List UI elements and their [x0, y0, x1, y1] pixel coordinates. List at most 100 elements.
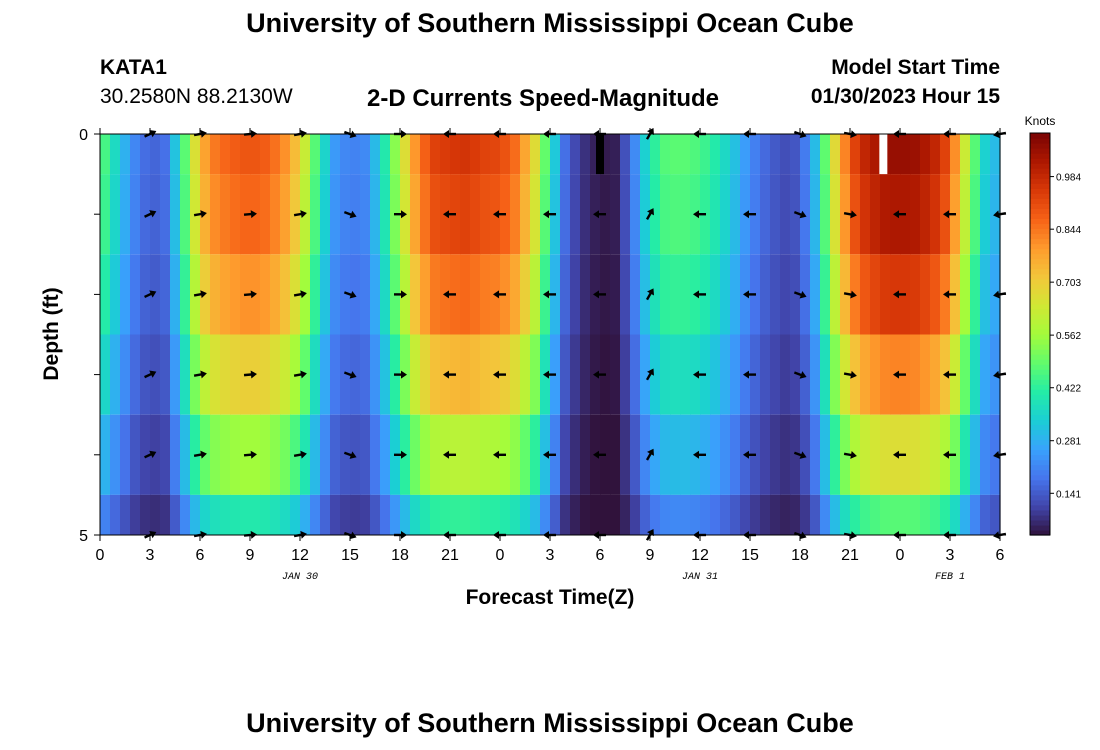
heatmap-cell [720, 174, 731, 255]
colorbar-segment [1030, 253, 1050, 260]
heatmap-cell [110, 134, 121, 175]
x-tick-label: 9 [246, 547, 255, 564]
heatmap-cell [670, 414, 681, 495]
heatmap-cell [770, 414, 781, 495]
heatmap-cell [530, 174, 541, 255]
heatmap-cell [130, 134, 141, 175]
colorbar-segment [1030, 168, 1050, 174]
heatmap-cell [600, 494, 611, 535]
heatmap-cell [670, 334, 681, 415]
x-tick-label: 0 [96, 547, 105, 564]
heatmap-cell [860, 334, 871, 415]
heatmap-cell [130, 254, 141, 335]
colorbar-tick-label: 0.984 [1056, 173, 1081, 184]
heatmap-cell [510, 494, 521, 535]
date-label: JAN 30 [282, 572, 318, 583]
current-vector [693, 290, 706, 299]
colorbar-segment [1030, 238, 1050, 245]
heatmap-cell [830, 334, 841, 415]
x-axis-label: Forecast Time(Z) [466, 586, 635, 609]
heatmap-cell [890, 134, 901, 175]
colorbar-segment [1030, 228, 1050, 235]
heatmap-cell [980, 414, 991, 495]
current-vector [893, 450, 906, 459]
colorbar-segment [1030, 389, 1050, 395]
heatmap-cell [310, 494, 321, 535]
heatmap-cell [960, 334, 971, 415]
heatmap-cell [530, 134, 541, 175]
current-vector [293, 210, 307, 218]
heatmap-cells [100, 134, 1001, 535]
heatmap-cell [470, 334, 481, 415]
colorbar-segment [1030, 449, 1050, 456]
current-vector [893, 370, 906, 379]
heatmap-cell [920, 414, 931, 495]
colorbar-segment [1030, 258, 1050, 265]
heatmap-cell [910, 134, 921, 175]
colorbar-segment [1030, 404, 1050, 410]
heatmap-cell [870, 494, 881, 535]
heatmap-cell [180, 254, 191, 335]
heatmap-cell [390, 134, 401, 175]
current-vector [793, 290, 807, 299]
current-vector [543, 370, 556, 379]
colorbar-segment [1030, 399, 1050, 405]
heatmap-cell [960, 494, 971, 535]
heatmap-cell [730, 494, 741, 535]
heatmap-cell [560, 494, 571, 535]
current-vector [243, 210, 257, 219]
current-vector [693, 370, 706, 379]
colorbar-segment [1030, 444, 1050, 451]
colorbar-segment [1030, 334, 1050, 340]
current-vector [343, 290, 357, 299]
heatmap-cell [520, 134, 531, 175]
heatmap-cell [310, 334, 321, 415]
heatmap-cell [100, 334, 111, 415]
page-title: University of Southern Mississippi Ocean… [246, 8, 854, 38]
x-tick-label: 6 [996, 547, 1005, 564]
heatmap-cell [290, 134, 301, 175]
heatmap-cell [380, 494, 391, 535]
current-vector [144, 210, 157, 218]
heatmap-cell [740, 134, 751, 175]
current-vector [493, 450, 506, 459]
heatmap-cell [620, 174, 631, 255]
colorbar-segment [1030, 288, 1050, 295]
heatmap-cell [800, 254, 811, 335]
current-vector [343, 210, 357, 219]
heatmap-cell [880, 494, 891, 535]
heatmap-cell [520, 494, 531, 535]
current-vector [943, 210, 956, 219]
heatmap-cell [220, 334, 231, 415]
heatmap-cell [280, 334, 291, 415]
heatmap-cell [730, 414, 741, 495]
current-vector [843, 290, 857, 299]
heatmap-cell [340, 134, 351, 175]
heatmap-cell [760, 134, 771, 175]
heatmap-cell [180, 174, 191, 255]
heatmap-cell [830, 174, 841, 255]
colorbar-segment [1030, 303, 1050, 310]
heatmap-cell [470, 134, 481, 175]
heatmap-cell [290, 494, 301, 535]
current-vector [893, 210, 906, 219]
heatmap-cell [320, 334, 331, 415]
x-tick-label: 21 [441, 547, 459, 564]
current-vector [293, 450, 307, 459]
heatmap-cell [410, 414, 421, 495]
heatmap-cell [580, 334, 591, 415]
heatmap-cell [100, 134, 111, 175]
heatmap-cell [770, 174, 781, 255]
heatmap-cell [840, 494, 851, 535]
date-label: JAN 31 [682, 572, 718, 583]
heatmap-cell [760, 494, 771, 535]
heatmap-cell [720, 254, 731, 335]
heatmap-cell [460, 134, 471, 175]
heatmap-cell [390, 494, 401, 535]
heatmap-cell [910, 414, 921, 495]
heatmap-cell [910, 494, 921, 535]
colorbar-segment [1030, 504, 1050, 511]
heatmap-cell [650, 174, 661, 255]
colorbar-segment [1030, 268, 1050, 275]
heatmap-cell [110, 174, 121, 255]
